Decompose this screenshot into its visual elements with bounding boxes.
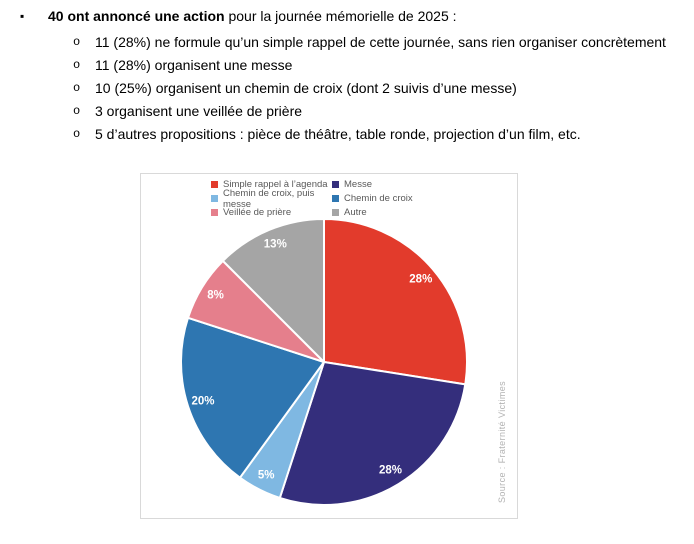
bullet-main-bold: 40 ont annoncé une action <box>48 8 225 24</box>
circle-bullet-icon: o <box>73 58 81 72</box>
sub-bullet-text: 10 (25%) organisent un chemin de croix (… <box>95 80 517 96</box>
legend-label: Chemin de croix <box>344 193 413 204</box>
sub-bullet-text: 5 d’autres propositions : pièce de théât… <box>95 126 581 142</box>
slice-data-label: 28% <box>379 465 402 477</box>
slice-data-label: 20% <box>191 395 214 407</box>
pie-slice-0 <box>323 218 468 386</box>
legend-item: Autre <box>332 206 413 219</box>
legend-label: Autre <box>344 207 367 218</box>
legend-item: Chemin de croix <box>332 192 413 205</box>
pie-chart: 28% 28% 5% 20% 8% 13% <box>180 218 468 506</box>
sub-bullet-item: o 10 (25%) organisent un chemin de croix … <box>73 77 672 100</box>
pie-slice-5 <box>221 218 325 363</box>
bullet-main-rest: pour la journée mémorielle de 2025 : <box>224 8 457 24</box>
chart-source-note: Source : Fraternité Victimes <box>497 380 507 504</box>
sub-bullet-list: o 11 (28%) ne formule qu’un simple rappel… <box>73 31 672 146</box>
legend-swatch-icon <box>332 195 339 202</box>
bullet-main: ▪ 40 ont annoncé une action pour la jour… <box>20 5 672 28</box>
chart-legend: Simple rappel à l’agenda Messe Chemin de c… <box>211 178 413 219</box>
circle-bullet-icon: o <box>73 127 81 141</box>
legend-item: Chemin de croix, puis messe <box>211 188 332 210</box>
legend-label: Simple rappel à l’agenda <box>223 179 328 190</box>
sub-bullet-item: o 5 d’autres propositions : pièce de théâ… <box>73 123 672 146</box>
legend-item: Simple rappel à l’agenda <box>211 178 332 191</box>
legend-label: Veillée de prière <box>223 207 292 218</box>
legend-item: Messe <box>332 178 413 191</box>
legend-item: Veillée de prière <box>211 206 332 219</box>
bullet-main-text: 40 ont annoncé une action pour la journé… <box>48 5 457 28</box>
slice-data-label: 13% <box>264 238 287 250</box>
pie-slice-1 <box>278 361 467 506</box>
pie-chart-figure: Simple rappel à l’agenda Messe Chemin de c… <box>140 173 518 519</box>
pie-slice-3 <box>180 316 325 479</box>
sub-bullet-text: 11 (28%) organisent une messe <box>95 57 293 73</box>
slice-data-label: 8% <box>207 290 224 302</box>
sub-bullet-text: 11 (28%) ne formule qu’un simple rappel … <box>95 34 666 50</box>
legend-swatch-icon <box>332 181 339 188</box>
legend-swatch-icon <box>332 209 339 216</box>
circle-bullet-icon: o <box>73 81 81 95</box>
sub-bullet-text: 3 organisent une veillée de prière <box>95 103 303 119</box>
circle-bullet-icon: o <box>73 35 81 49</box>
sub-bullet-item: o 11 (28%) ne formule qu’un simple rappel… <box>73 31 672 54</box>
slice-data-label: 28% <box>409 273 432 285</box>
slice-data-label: 5% <box>258 469 275 481</box>
legend-label: Chemin de croix, puis messe <box>223 187 315 210</box>
legend-swatch-icon <box>211 195 218 202</box>
legend-label: Messe <box>344 179 372 190</box>
square-bullet-icon: ▪ <box>20 9 25 23</box>
sub-bullet-item: o 11 (28%) organisent une messe <box>73 54 672 77</box>
legend-swatch-icon <box>211 181 218 188</box>
sub-bullet-item: o 3 organisent une veillée de prière <box>73 100 672 123</box>
circle-bullet-icon: o <box>73 104 81 118</box>
legend-swatch-icon <box>211 209 218 216</box>
